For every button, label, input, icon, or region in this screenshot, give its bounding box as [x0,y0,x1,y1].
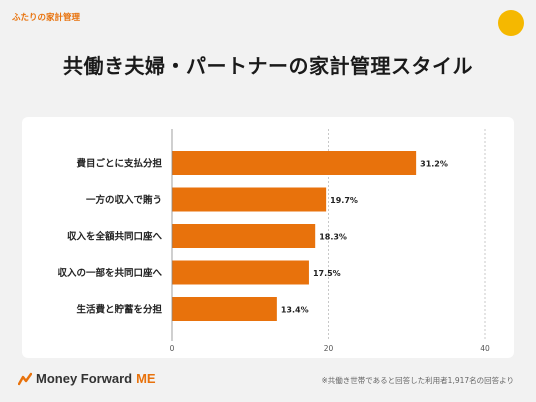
category-label: 収入を全額共同口座へ [67,231,163,243]
category-label: 一方の収入で賄う [86,194,162,206]
chart-card: 0 20 40 費目ごとに支払分担 31.2% 一方の収入で賄う 19.7% 収入を全額共同口… [22,117,514,358]
category-label: 費目ごとに支払分担 [76,158,162,170]
data-label: 17.5% [313,269,341,278]
data-label: 18.3% [319,233,347,242]
money-forward-logo-icon [18,372,32,385]
x-tick-label: 40 [480,344,490,353]
bar-chart: 0 20 40 費目ごとに支払分担 31.2% 一方の収入で賄う 19.7% 収入を全額共同口… [57,129,490,353]
footnote: ※共働き世帯であると回答した利用者1,917名の回答より [321,376,514,385]
data-label: 13.4% [281,306,309,315]
bar [172,151,417,175]
x-tick-label: 0 [170,344,175,353]
category-label: 生活費と貯蓄を分担 [76,304,162,316]
app-logo-icon [498,10,524,36]
category-label: 収入の一部を共同口座へ [57,267,162,279]
x-tick-label: 20 [324,344,334,353]
data-label: 19.7% [330,196,358,205]
bar [172,297,277,321]
brand-suffix: ME [136,371,156,386]
bar [172,260,309,285]
bar [172,187,327,212]
header-label: ふたりの家計管理 [12,13,81,23]
chart-title: 共働き夫婦・パートナーの家計管理スタイル [63,54,473,78]
brand-name: Money Forward [36,371,133,386]
bar [172,224,316,248]
brand-logo: Money Forward ME [18,371,156,386]
data-label: 31.2% [420,160,448,169]
